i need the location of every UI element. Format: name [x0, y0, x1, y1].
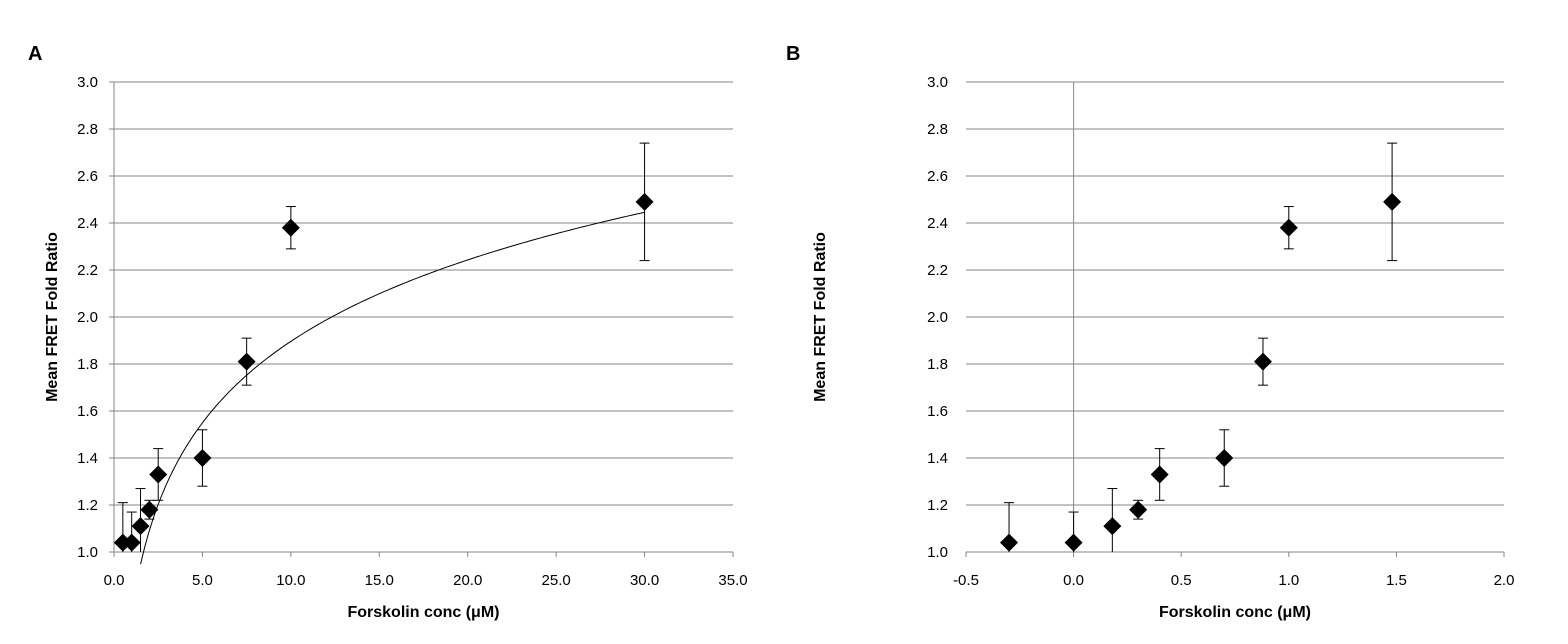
data-point-7 — [237, 352, 256, 371]
chart-panel-b: B 1.0 1.2 1.4 1.6 1.8 2.0 2.2 2.4 2.6 2.8 3.0 -0.5 0.… — [786, 43, 1514, 621]
y-tick-label: 2.6 — [77, 168, 98, 185]
y-tick-label: 1.4 — [77, 450, 98, 467]
y-axis-title: Mean FRET Fold Ratio — [44, 232, 61, 402]
data-point-4 — [140, 500, 159, 519]
y-tick-label: 2.0 — [927, 309, 948, 326]
data-point-2 — [1064, 533, 1083, 552]
y-tick-label: 2.0 — [77, 309, 98, 326]
data-point-8 — [1279, 218, 1298, 237]
y-tick-label: 1.2 — [927, 497, 948, 514]
x-tick-label: 10.0 — [276, 572, 305, 589]
y-tick-label: 2.4 — [927, 215, 948, 232]
x-tick-label: 25.0 — [542, 572, 571, 589]
y-tick-label: 3.0 — [927, 74, 948, 91]
y-tick-label: 1.8 — [77, 356, 98, 373]
x-tick-label: 0.0 — [1063, 572, 1084, 589]
y-tick-label: 2.4 — [77, 215, 98, 232]
y-tick-label: 1.2 — [77, 497, 98, 514]
x-tick-label: 15.0 — [365, 572, 394, 589]
chart-panel-a: A 1.0 1.2 1.4 1.6 1.8 2.0 2.2 2.4 2.6 2.8 3.0 0.0 5.0… — [28, 43, 748, 621]
y-tick-label: 2.8 — [77, 121, 98, 138]
y-tick-label: 1.0 — [927, 544, 948, 561]
y-tick-label: 2.6 — [927, 168, 948, 185]
data-point-9 — [1383, 192, 1402, 211]
x-axis-title: Forskolin conc (μM) — [347, 604, 499, 621]
data-point-6 — [193, 449, 212, 467]
data-point-3 — [1103, 517, 1122, 536]
x-axis-title: Forskolin conc (μM) — [1159, 604, 1311, 621]
data-point-8 — [281, 218, 300, 237]
data-point-5 — [149, 465, 168, 484]
y-tick-label: 2.8 — [927, 121, 948, 138]
x-tick-label: -0.5 — [953, 572, 979, 589]
panel-label: B — [786, 43, 800, 65]
x-tick-label: 35.0 — [718, 572, 747, 589]
y-tick-label: 3.0 — [77, 74, 98, 91]
y-tick-label: 1.4 — [927, 450, 948, 467]
x-tick-label: 5.0 — [192, 572, 213, 589]
x-tick-label: 2.0 — [1494, 572, 1515, 589]
y-tick-label: 1.6 — [927, 403, 948, 420]
trendline — [140, 211, 645, 565]
y-tick-label: 2.2 — [927, 262, 948, 279]
x-tick-label: 1.5 — [1386, 572, 1407, 589]
y-tick-label: 2.2 — [77, 262, 98, 279]
data-point-3 — [131, 517, 150, 536]
data-point-5 — [1150, 465, 1169, 484]
y-axis-title: Mean FRET Fold Ratio — [812, 232, 829, 402]
data-point-2 — [122, 533, 141, 552]
x-tick-label: 20.0 — [453, 572, 482, 589]
data-point-4 — [1129, 500, 1148, 519]
x-tick-label: 30.0 — [630, 572, 659, 589]
y-tick-label: 1.8 — [927, 356, 948, 373]
data-point-1 — [1000, 533, 1019, 552]
x-tick-label: 1.0 — [1278, 572, 1299, 589]
panel-label: A — [28, 43, 42, 65]
data-point-6 — [1215, 449, 1234, 467]
x-tick-label: 0.0 — [104, 572, 125, 589]
y-tick-label: 1.6 — [77, 403, 98, 420]
data-point-9 — [635, 192, 654, 211]
y-tick-label: 1.0 — [77, 544, 98, 561]
data-point-7 — [1253, 352, 1272, 371]
x-tick-label: 0.5 — [1171, 572, 1192, 589]
